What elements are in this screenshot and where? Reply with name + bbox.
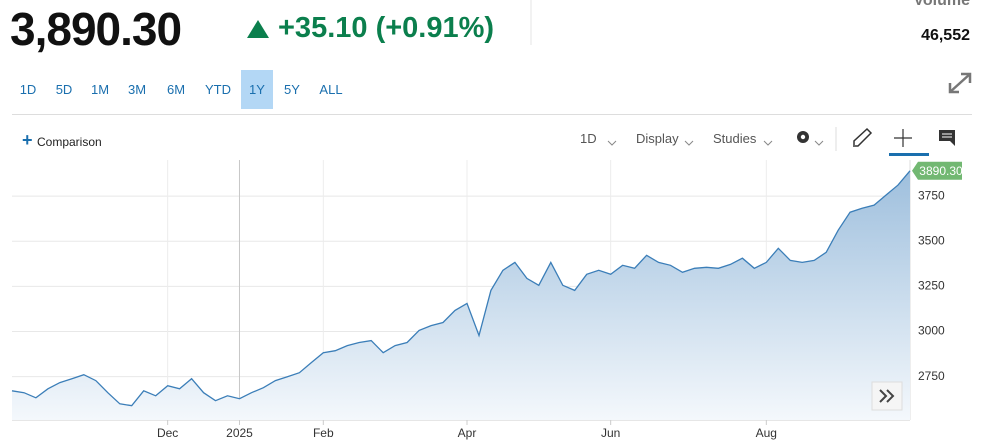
range-button[interactable]: 5D [55, 82, 73, 97]
range-button[interactable]: 6M [166, 82, 186, 97]
x-tick-label: Jun [601, 426, 620, 440]
range-button[interactable]: ALL [319, 82, 343, 97]
x-tick-label: Apr [458, 426, 477, 440]
x-tick-label: Feb [313, 426, 334, 440]
y-tick-label: 3750 [918, 188, 945, 202]
range-button[interactable]: YTD [205, 82, 231, 97]
price-line [11, 170, 911, 407]
up-arrow [247, 20, 269, 38]
comparison-button[interactable]: Comparison [37, 135, 102, 149]
comment-icon[interactable] [939, 130, 955, 146]
range-button[interactable]: 3M [127, 82, 147, 97]
y-tick-label: 3000 [918, 324, 945, 338]
y-tick-label: 2750 [918, 369, 945, 383]
last-price-label: 3890.30 [919, 164, 963, 178]
scroll-button-icon [879, 389, 895, 403]
price: 3,890.30 [10, 3, 182, 55]
last-price-tag [912, 161, 962, 180]
y-tick-label: 3500 [918, 233, 945, 247]
x-tick-label: 2025 [226, 426, 253, 440]
scroll-button[interactable] [871, 381, 903, 411]
y-tick-label: 3250 [918, 279, 945, 293]
range-button[interactable]: 1D [19, 82, 37, 97]
area-fill [12, 170, 910, 420]
plus-icon: + [22, 130, 33, 150]
x-tick-label: Aug [756, 426, 777, 440]
volume-label: Volume [913, 0, 970, 9]
expand-icon[interactable] [946, 70, 974, 96]
divider [530, 0, 532, 45]
range-button[interactable]: 1M [90, 82, 110, 97]
x-tick-label: Dec [157, 426, 178, 440]
gear-icon[interactable] [797, 131, 809, 143]
crosshair-icon[interactable] [894, 129, 912, 147]
toolbar-icons [607, 127, 955, 156]
separator [12, 114, 972, 115]
range-button[interactable]: 5Y [284, 82, 300, 97]
interval-button[interactable]: 1D [580, 131, 597, 146]
range-button[interactable]: 1Y [241, 70, 273, 109]
display-button[interactable]: Display [636, 131, 679, 146]
price-change: +35.10 (+0.91%) [278, 12, 495, 44]
volume: 46,552 [921, 27, 970, 44]
pencil-icon[interactable] [853, 127, 873, 147]
studies-button[interactable]: Studies [713, 131, 757, 146]
